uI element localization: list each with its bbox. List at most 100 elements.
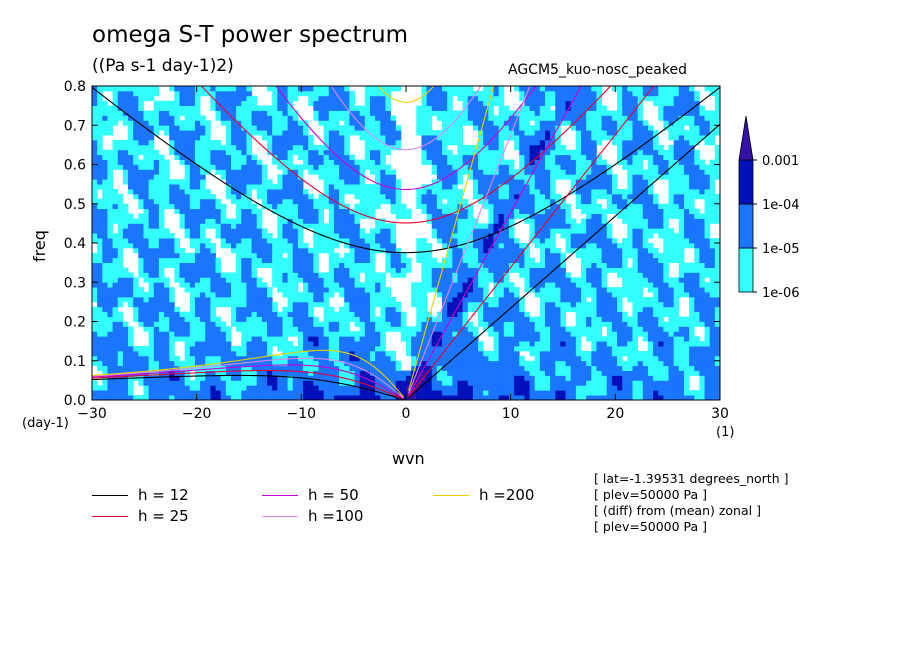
contour-cell	[272, 380, 278, 386]
contour-cell	[539, 95, 546, 102]
contour-cell	[488, 139, 494, 146]
contour-cell	[158, 238, 165, 244]
contour-cell	[251, 390, 258, 396]
contour-cell	[158, 262, 165, 268]
contour-cell	[287, 208, 294, 214]
contour-cell	[375, 365, 381, 371]
contour-cell	[421, 252, 427, 259]
contour-cell	[390, 169, 397, 175]
contour-cell	[442, 301, 448, 308]
contour-cell	[328, 218, 335, 224]
contour-cell	[272, 370, 278, 376]
contour-cell	[179, 193, 186, 200]
contour-cell	[328, 179, 335, 185]
contour-cell	[236, 385, 242, 391]
contour-cell	[364, 316, 371, 322]
contour-cell	[297, 213, 304, 219]
contour-cell	[467, 370, 474, 376]
contour-cell	[200, 277, 206, 283]
contour-cell	[421, 193, 427, 200]
contour-cell	[544, 169, 551, 175]
contour-cell	[375, 159, 381, 165]
contour-cell	[169, 184, 175, 190]
contour-cell	[375, 90, 381, 97]
contour-cell	[143, 169, 150, 175]
contour-cell	[478, 159, 484, 165]
contour-cell	[416, 311, 422, 317]
contour-cell	[287, 272, 294, 278]
contour-cell	[282, 390, 289, 396]
contour-cell	[519, 375, 525, 381]
contour-cell	[375, 346, 381, 352]
contour-cell	[529, 198, 536, 205]
contour-cell	[369, 228, 376, 234]
contour-cell	[467, 90, 474, 97]
contour-cell	[308, 144, 314, 151]
contour-cell	[524, 130, 530, 136]
contour-cell	[143, 110, 150, 116]
contour-cell	[544, 149, 551, 156]
contour-cell	[400, 370, 407, 376]
contour-cell	[174, 208, 180, 214]
contour-cell	[128, 228, 134, 234]
contour-cell	[462, 159, 469, 165]
contour-cell	[483, 228, 489, 234]
contour-cell	[241, 125, 247, 131]
contour-cell	[323, 125, 330, 131]
contour-cell	[436, 164, 443, 170]
contour-cell	[112, 95, 119, 102]
contour-cell	[339, 203, 345, 210]
contour-cell	[287, 296, 294, 303]
contour-cell	[169, 306, 175, 313]
contour-cell	[364, 277, 371, 283]
contour-cell	[421, 189, 427, 195]
contour-cell	[539, 105, 546, 111]
contour-cell	[400, 208, 407, 214]
contour-cell	[323, 154, 330, 160]
contour-cell	[483, 243, 489, 249]
contour-cell	[467, 331, 474, 337]
contour-cell	[236, 296, 242, 303]
contour-cell	[354, 365, 361, 371]
contour-cell	[529, 331, 536, 337]
contour-cell	[102, 287, 108, 293]
contour-cell	[519, 154, 525, 160]
contour-cell	[138, 257, 144, 264]
contour-cell	[194, 193, 201, 200]
contour-cell	[189, 208, 196, 214]
contour-cell	[138, 267, 144, 273]
contour-cell	[287, 380, 294, 386]
contour-cell	[230, 189, 237, 195]
contour-cell	[107, 149, 113, 156]
contour-cell	[457, 159, 464, 165]
contour-cell	[277, 247, 283, 254]
contour-cell	[431, 130, 438, 136]
contour-cell	[426, 243, 433, 249]
contour-cell	[267, 144, 273, 151]
contour-cell	[164, 311, 170, 317]
contour-cell	[251, 326, 258, 332]
contour-cell	[560, 355, 566, 362]
contour-cell	[205, 311, 211, 317]
contour-cell	[364, 252, 371, 259]
contour-cell	[303, 223, 309, 229]
contour-cell	[215, 233, 222, 239]
contour-cell	[524, 95, 530, 102]
contour-cell	[169, 292, 175, 298]
contour-cell	[442, 135, 448, 141]
contour-cell	[519, 296, 525, 303]
contour-cell	[550, 218, 556, 224]
contour-cell	[210, 154, 216, 160]
contour-cell	[230, 390, 237, 396]
contour-cell	[313, 105, 319, 111]
contour-cell	[251, 380, 258, 386]
contour-cell	[442, 238, 448, 244]
contour-cell	[189, 154, 196, 160]
contour-cell	[390, 395, 397, 400]
contour-cell	[406, 385, 412, 391]
contour-cell	[550, 346, 556, 352]
contour-cell	[364, 233, 371, 239]
contour-cell	[375, 184, 381, 190]
contour-cell	[519, 86, 525, 92]
contour-cell	[189, 105, 196, 111]
